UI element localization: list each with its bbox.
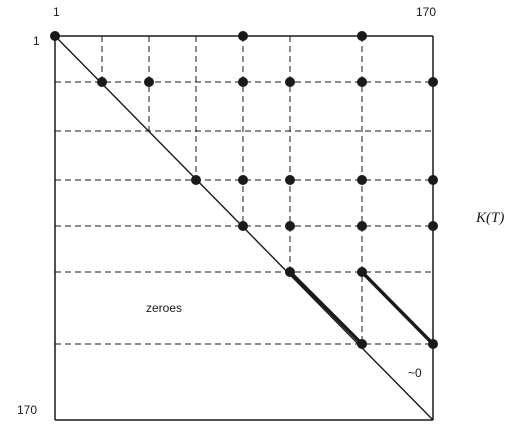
bold-band-segment — [288, 270, 364, 346]
node-dot — [428, 339, 438, 349]
zeroes-label: zeroes — [146, 301, 183, 315]
node-dot — [144, 77, 154, 87]
corner-label: ~0 — [408, 366, 422, 380]
matrix-name-label: K(T) — [476, 210, 505, 226]
node-dot — [428, 175, 438, 185]
node-dot — [238, 77, 248, 87]
node-dot — [357, 339, 367, 349]
node-dot — [357, 175, 367, 185]
node-dot — [97, 77, 107, 87]
node-dot — [50, 31, 60, 41]
left-top-label: 1 — [33, 34, 40, 48]
node-dot — [238, 31, 248, 41]
bold-band-segment — [360, 270, 435, 346]
node-dots — [50, 31, 438, 349]
node-dot — [357, 267, 367, 277]
node-dot — [357, 77, 367, 87]
top-right-label: 170 — [416, 5, 437, 19]
node-dot — [191, 175, 201, 185]
node-dot — [428, 221, 438, 231]
top-left-label: 1 — [53, 5, 60, 19]
node-dot — [285, 221, 295, 231]
node-dot — [238, 221, 248, 231]
node-dot — [428, 77, 438, 87]
node-dot — [285, 267, 295, 277]
left-bottom-label: 170 — [17, 403, 38, 417]
node-dot — [357, 31, 367, 41]
node-dot — [285, 175, 295, 185]
node-dot — [285, 77, 295, 87]
node-dot — [238, 175, 248, 185]
dashed-grid — [55, 36, 433, 345]
node-dot — [357, 221, 367, 231]
